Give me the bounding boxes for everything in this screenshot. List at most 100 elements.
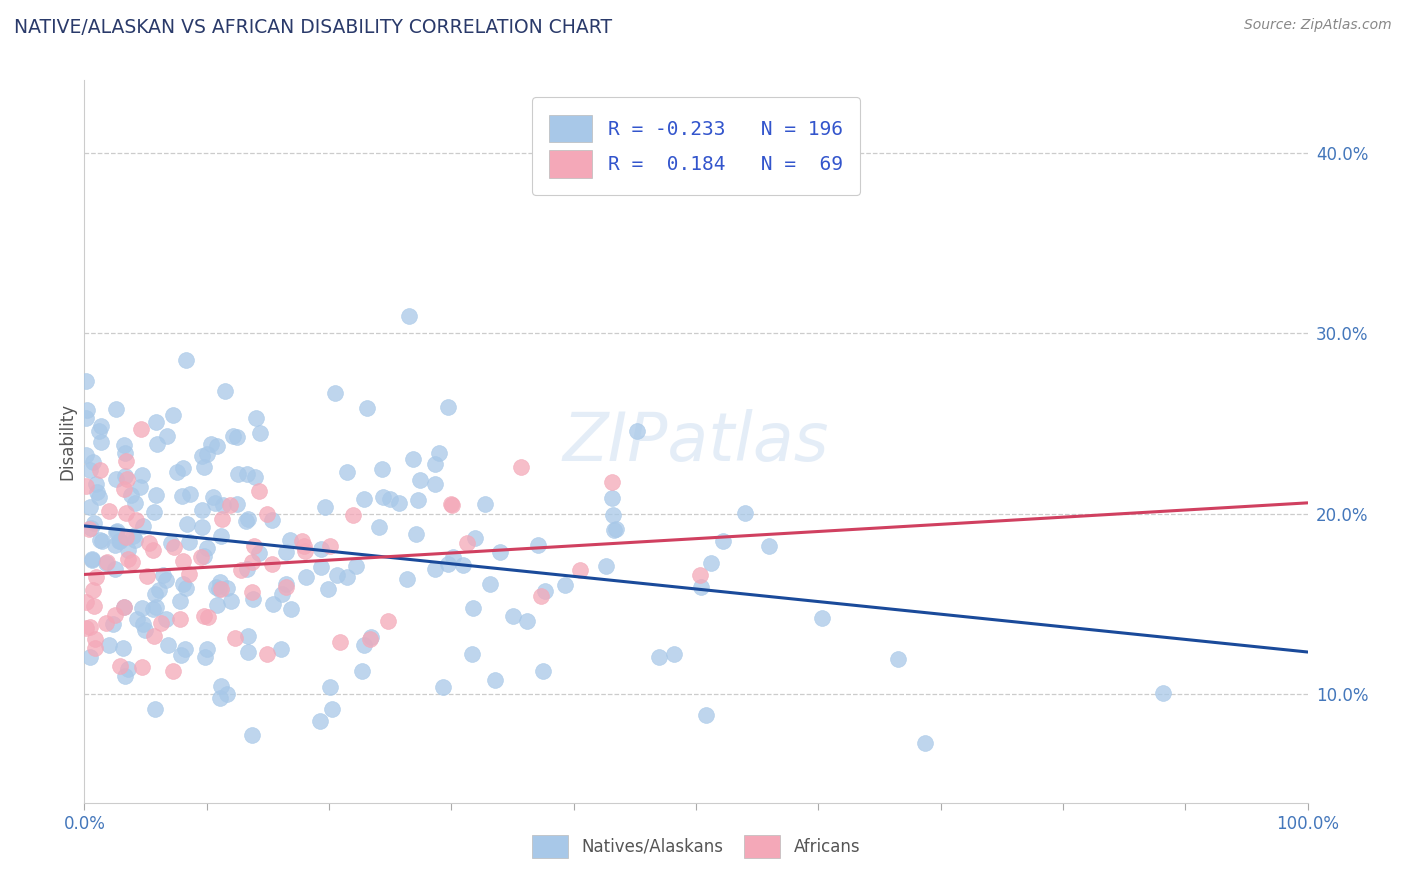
Point bbox=[129, 422, 152, 436]
Point bbox=[136, 569, 159, 583]
Point bbox=[371, 462, 394, 476]
Point bbox=[224, 631, 246, 645]
Point bbox=[205, 580, 228, 594]
Point bbox=[247, 484, 270, 499]
Point bbox=[811, 611, 834, 625]
Point bbox=[395, 572, 418, 586]
Text: ZIPatlas: ZIPatlas bbox=[562, 409, 830, 475]
Point bbox=[172, 577, 194, 591]
Point bbox=[75, 479, 97, 493]
Point bbox=[124, 496, 146, 510]
Point bbox=[156, 429, 179, 443]
Point bbox=[336, 570, 359, 584]
Point bbox=[464, 531, 486, 545]
Point bbox=[353, 639, 375, 653]
Point bbox=[205, 599, 228, 613]
Point bbox=[217, 687, 239, 701]
Point bbox=[86, 477, 108, 491]
Point bbox=[222, 429, 245, 443]
Point bbox=[734, 506, 756, 520]
Text: NATIVE/ALASKAN VS AFRICAN DISABILITY CORRELATION CHART: NATIVE/ALASKAN VS AFRICAN DISABILITY COR… bbox=[14, 18, 612, 37]
Point bbox=[172, 461, 194, 475]
Point bbox=[129, 480, 152, 494]
Point bbox=[174, 352, 197, 367]
Point bbox=[162, 664, 184, 678]
Point bbox=[377, 614, 399, 628]
Point bbox=[104, 608, 127, 623]
Point bbox=[398, 309, 420, 323]
Point bbox=[146, 437, 169, 451]
Point bbox=[155, 573, 177, 587]
Point bbox=[440, 497, 463, 511]
Point bbox=[108, 533, 131, 548]
Point bbox=[89, 463, 111, 477]
Point bbox=[1152, 686, 1174, 700]
Point bbox=[134, 624, 156, 638]
Point bbox=[115, 472, 138, 486]
Point bbox=[112, 482, 135, 496]
Point bbox=[76, 402, 98, 417]
Point bbox=[155, 612, 177, 626]
Point bbox=[316, 582, 339, 596]
Point bbox=[436, 557, 458, 571]
Point bbox=[195, 642, 218, 657]
Point bbox=[162, 408, 184, 422]
Point bbox=[111, 641, 134, 656]
Point bbox=[502, 609, 524, 624]
Point bbox=[441, 499, 464, 513]
Point bbox=[209, 528, 232, 542]
Point bbox=[336, 465, 359, 479]
Point bbox=[215, 581, 238, 595]
Point bbox=[249, 545, 271, 559]
Point bbox=[170, 648, 193, 662]
Point bbox=[104, 472, 127, 486]
Legend: Natives/Alaskans, Africans: Natives/Alaskans, Africans bbox=[523, 827, 869, 867]
Point bbox=[689, 567, 711, 582]
Point bbox=[143, 702, 166, 716]
Point bbox=[201, 490, 224, 504]
Point bbox=[292, 539, 315, 553]
Point bbox=[84, 641, 107, 656]
Point bbox=[200, 437, 222, 451]
Point bbox=[75, 621, 97, 635]
Point bbox=[120, 488, 142, 502]
Point bbox=[190, 549, 212, 564]
Point bbox=[212, 498, 235, 512]
Point bbox=[887, 652, 910, 666]
Point bbox=[271, 587, 294, 601]
Point bbox=[236, 467, 259, 481]
Point bbox=[90, 434, 112, 449]
Point bbox=[256, 648, 278, 662]
Point bbox=[75, 448, 97, 462]
Point bbox=[388, 496, 411, 510]
Point bbox=[240, 555, 263, 569]
Point bbox=[319, 681, 342, 695]
Point bbox=[321, 702, 343, 716]
Point bbox=[148, 582, 170, 597]
Point bbox=[353, 491, 375, 506]
Point bbox=[82, 455, 104, 469]
Point bbox=[190, 449, 212, 463]
Point bbox=[75, 595, 97, 609]
Point bbox=[360, 631, 382, 645]
Point bbox=[243, 539, 266, 553]
Point bbox=[235, 514, 257, 528]
Point bbox=[80, 552, 103, 566]
Point bbox=[219, 498, 242, 512]
Point bbox=[83, 599, 105, 613]
Point bbox=[131, 468, 153, 483]
Point bbox=[205, 439, 228, 453]
Point bbox=[117, 552, 139, 566]
Point bbox=[527, 538, 550, 552]
Point bbox=[236, 562, 259, 576]
Point bbox=[595, 558, 617, 573]
Point bbox=[114, 445, 136, 459]
Point bbox=[423, 457, 446, 471]
Point bbox=[758, 539, 780, 553]
Point bbox=[648, 649, 671, 664]
Point bbox=[378, 492, 401, 507]
Point bbox=[132, 519, 155, 533]
Point bbox=[110, 659, 132, 673]
Point bbox=[346, 559, 368, 574]
Point bbox=[193, 460, 215, 475]
